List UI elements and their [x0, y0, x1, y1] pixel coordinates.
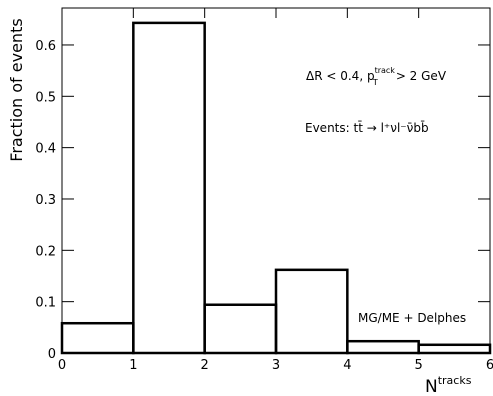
y-tick-label: 0.3	[35, 193, 56, 208]
histogram-bar	[60, 321, 135, 355]
annotation-sup: track	[375, 66, 396, 75]
x-tick-label: 1	[129, 358, 137, 373]
x-tick-label: 6	[486, 358, 493, 373]
histogram-bar	[132, 21, 206, 355]
annotation: Events: tt̄ → l⁺νl⁻ν̄bb̄	[305, 121, 429, 135]
y-axis-label: Fraction of events	[7, 18, 26, 161]
x-tick-label: 2	[201, 358, 209, 373]
annotation-text: ΔR < 0.4, p	[306, 69, 375, 83]
x-tick-label: 3	[272, 358, 280, 373]
annotation: MG/ME + Delphes	[358, 311, 466, 325]
x-tick-label: 0	[58, 358, 66, 373]
x-axis-label: Ntracks	[425, 374, 472, 396]
x-tick-label: 5	[415, 358, 423, 373]
histogram-bar	[417, 343, 492, 355]
y-tick-label: 0.5	[35, 90, 56, 105]
histogram-bar	[346, 339, 420, 355]
annotation-tail: > 2 GeV	[396, 69, 447, 83]
y-tick-label: 0	[48, 347, 56, 362]
histogram-bar	[203, 303, 278, 355]
x-label-sup: tracks	[438, 374, 472, 387]
y-tick-label: 0.6	[35, 39, 56, 54]
histogram-bar	[274, 268, 349, 355]
annotation: ΔR < 0.4, ptrack T > 2 GeV	[306, 66, 447, 87]
y-tick-label: 0.1	[35, 296, 56, 311]
x-label-main: N	[425, 377, 438, 396]
y-tick-label: 0.2	[35, 244, 56, 259]
y-tick-label: 0.4	[35, 142, 56, 157]
annotation-sub: T	[372, 78, 378, 87]
x-tick-label: 4	[343, 358, 351, 373]
